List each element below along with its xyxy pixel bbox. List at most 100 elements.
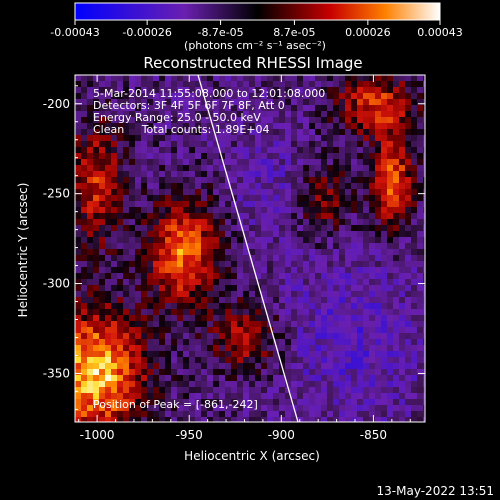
heatmap-cell — [339, 273, 346, 280]
heatmap-cell — [249, 309, 256, 316]
heatmap-cell — [423, 369, 425, 376]
heatmap-cell — [105, 153, 112, 160]
heatmap-cell — [339, 183, 346, 190]
heatmap-cell — [357, 351, 364, 358]
heatmap-cell — [159, 99, 166, 106]
heatmap-cell — [75, 75, 82, 82]
heatmap-cell — [243, 189, 250, 196]
heatmap-cell — [237, 171, 244, 178]
heatmap-cell — [291, 135, 298, 142]
heatmap-cell — [81, 291, 88, 298]
heatmap-cell — [177, 405, 184, 412]
heatmap-cell — [351, 93, 358, 100]
heatmap-cell — [189, 285, 196, 292]
heatmap-cell — [219, 207, 226, 214]
heatmap-cell — [363, 279, 370, 286]
heatmap-cell — [165, 183, 172, 190]
heatmap-cell — [411, 141, 418, 148]
heatmap-cell — [81, 315, 88, 322]
heatmap-cell — [87, 237, 94, 244]
heatmap-cell — [345, 285, 352, 292]
heatmap-cell — [243, 327, 250, 334]
heatmap-cell — [309, 339, 316, 346]
heatmap-cell — [213, 417, 220, 422]
heatmap-cell — [285, 153, 292, 160]
heatmap-cell — [207, 285, 214, 292]
heatmap-cell — [207, 201, 214, 208]
heatmap-cell — [93, 141, 100, 148]
heatmap-cell — [171, 345, 178, 352]
heatmap-cell — [117, 327, 124, 334]
heatmap-cell — [207, 141, 214, 148]
heatmap-cell — [237, 111, 244, 118]
heatmap-cell — [147, 207, 154, 214]
heatmap-cell — [117, 363, 124, 370]
heatmap-cell — [273, 213, 280, 220]
heatmap-cell — [255, 87, 262, 94]
heatmap-cell — [105, 405, 112, 412]
heatmap-cell — [333, 237, 340, 244]
heatmap-cell — [375, 153, 382, 160]
heatmap-cell — [75, 153, 82, 160]
heatmap-cell — [75, 309, 82, 316]
heatmap-cell — [309, 417, 316, 422]
heatmap-cell — [93, 369, 100, 376]
heatmap-cell — [411, 285, 418, 292]
heatmap-cell — [327, 129, 334, 136]
heatmap-cell — [273, 135, 280, 142]
heatmap-cell — [111, 417, 118, 422]
heatmap-cell — [87, 177, 94, 184]
heatmap-cell — [399, 327, 406, 334]
heatmap-cell — [237, 405, 244, 412]
heatmap-cell — [285, 183, 292, 190]
heatmap-cell — [201, 369, 208, 376]
heatmap-cell — [207, 345, 214, 352]
heatmap-cell — [213, 117, 220, 124]
heatmap-cell — [123, 195, 130, 202]
heatmap-cell — [405, 147, 412, 154]
heatmap-cell — [339, 369, 346, 376]
heatmap-cell — [105, 411, 112, 418]
heatmap-cell — [285, 201, 292, 208]
heatmap-cell — [345, 303, 352, 310]
heatmap-cell — [75, 315, 82, 322]
heatmap-cell — [381, 207, 388, 214]
heatmap-cell — [411, 303, 418, 310]
heatmap-cell — [231, 255, 238, 262]
heatmap-cell — [117, 261, 124, 268]
heatmap-cell — [171, 417, 178, 422]
heatmap-cell — [363, 255, 370, 262]
heatmap-cell — [357, 171, 364, 178]
heatmap-cell — [345, 249, 352, 256]
heatmap-cell — [297, 219, 304, 226]
heatmap-cell — [237, 189, 244, 196]
heatmap-cell — [141, 171, 148, 178]
heatmap-cell — [159, 213, 166, 220]
heatmap-cell — [291, 321, 298, 328]
heatmap-cell — [387, 261, 394, 268]
heatmap-cell — [351, 87, 358, 94]
heatmap-cell — [129, 207, 136, 214]
heatmap-cell — [423, 231, 425, 238]
heatmap-cell — [177, 309, 184, 316]
heatmap-cell — [93, 309, 100, 316]
heatmap-cell — [363, 87, 370, 94]
heatmap-cell — [327, 147, 334, 154]
heatmap-cell — [261, 111, 268, 118]
heatmap-cell — [117, 351, 124, 358]
heatmap-cell — [123, 93, 130, 100]
heatmap-cell — [273, 99, 280, 106]
heatmap-cell — [297, 165, 304, 172]
heatmap-cell — [201, 135, 208, 142]
heatmap-cell — [159, 231, 166, 238]
heatmap-cell — [279, 261, 286, 268]
heatmap-cell — [249, 249, 256, 256]
heatmap-cell — [351, 357, 358, 364]
heatmap-cell — [237, 249, 244, 256]
heatmap-cell — [165, 339, 172, 346]
heatmap-cell — [237, 375, 244, 382]
heatmap-cell — [153, 345, 160, 352]
heatmap-cell — [111, 273, 118, 280]
heatmap-cell — [303, 159, 310, 166]
heatmap-cell — [123, 135, 130, 142]
